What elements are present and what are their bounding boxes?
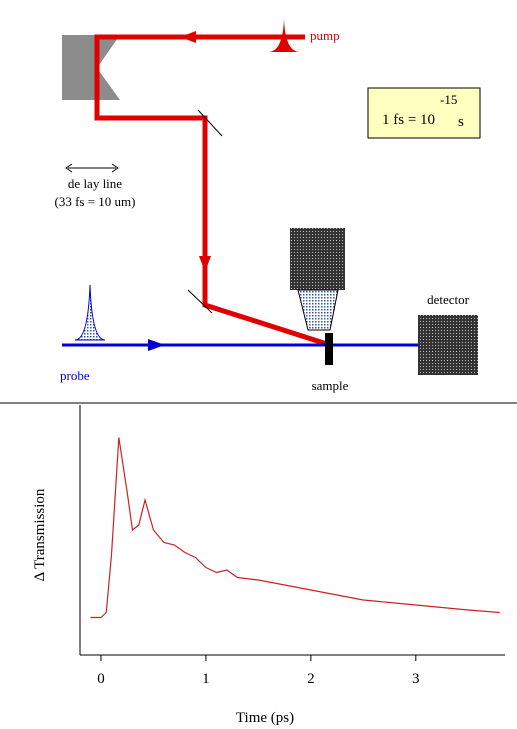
retroreflector [62, 35, 120, 100]
equation: 1 fs = 10 [382, 112, 435, 128]
probe-pulse [74, 284, 106, 341]
delay-label: de lay line [68, 176, 122, 191]
y-axis-label: Δ Transmission [32, 488, 48, 581]
delay-arrowheads [65, 163, 119, 173]
lens-cone [297, 289, 339, 331]
x-axis-label: Time (ps) [236, 710, 294, 726]
x-tick-label: 3 [412, 671, 420, 687]
probe-label: probe [60, 368, 90, 383]
pump-label: pump [310, 28, 340, 43]
sample [325, 333, 333, 365]
delay-note: (33 fs = 10 um) [55, 194, 136, 209]
detector [418, 315, 478, 375]
sample-label: sample [312, 378, 349, 393]
x-tick-label: 1 [202, 671, 210, 687]
unit: s [458, 114, 464, 130]
x-tick-label: 0 [97, 671, 105, 687]
detector-label: detector [427, 292, 470, 307]
mirror [187, 289, 213, 314]
arrow [180, 31, 196, 43]
unit-box [367, 87, 481, 139]
arrow [199, 256, 211, 272]
data-line [90, 437, 500, 619]
mirror [197, 109, 223, 137]
x-tick-label: 2 [307, 671, 315, 687]
pump-pulse [268, 18, 300, 52]
setup-diagram: pump 1 fs = 10 -15 s de lay line (33 fs … [55, 18, 481, 393]
exponent: -15 [440, 92, 457, 107]
objective [290, 228, 345, 290]
arrow [148, 339, 165, 351]
pump-beam [94, 34, 331, 348]
